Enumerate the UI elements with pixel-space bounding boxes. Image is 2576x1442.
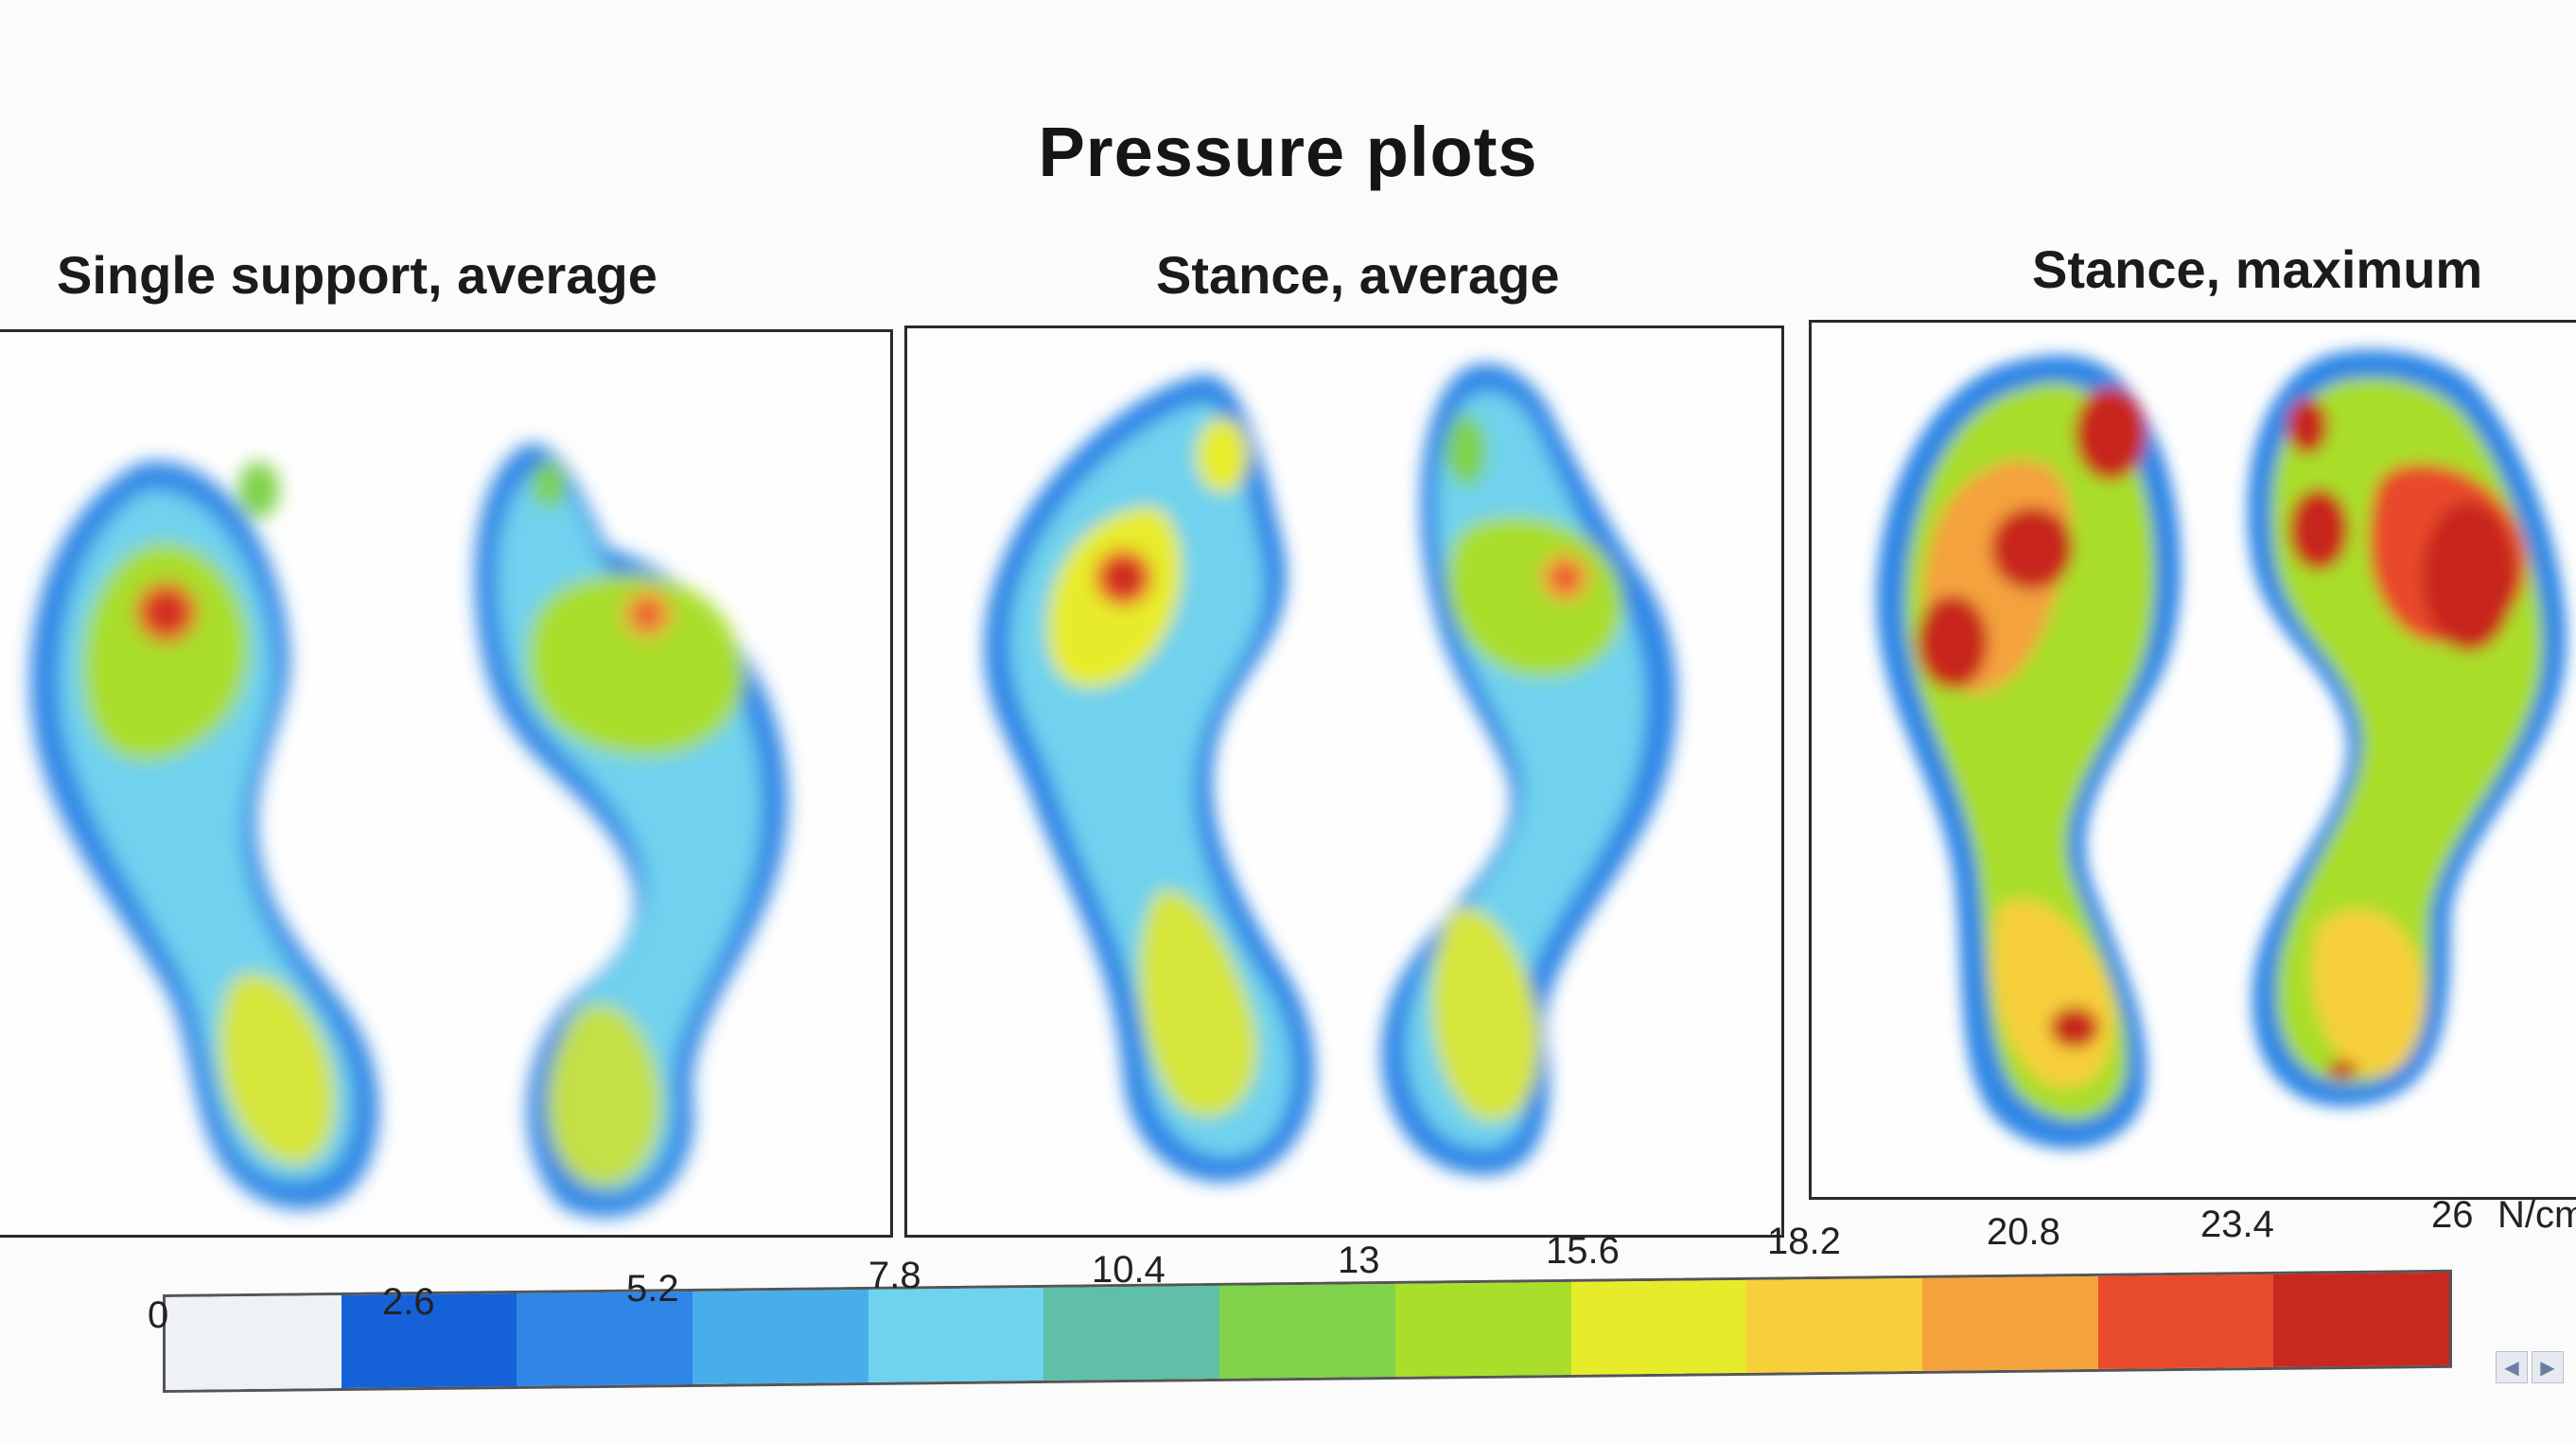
colorbar-tick: 0 (148, 1294, 169, 1336)
colorbar-segment (867, 1287, 1044, 1382)
scroll-left-button[interactable]: ◀ (2496, 1351, 2528, 1383)
colorbar-segment (1921, 1275, 2098, 1371)
colorbar (163, 1269, 2452, 1393)
colorbar-tick: 2.6 (382, 1281, 435, 1323)
colorbar-tick: 18.2 (1767, 1221, 1841, 1262)
colorbar-segment (1219, 1283, 1395, 1379)
colorbar-tick: 15.6 (1546, 1230, 1620, 1272)
colorbar-segment (166, 1294, 342, 1390)
colorbar-segment (1746, 1277, 1922, 1373)
colorbar-segment (1043, 1285, 1220, 1380)
footprint-graphic-single-support (29, 444, 788, 1218)
colorbar-segment (1570, 1279, 1747, 1375)
colorbar-tick: 13 (1338, 1240, 1380, 1281)
colorbar-segment (2097, 1274, 2274, 1369)
footprint-graphic-stance-maximum (1876, 349, 2567, 1150)
colorbar-unit: N/cm (2497, 1194, 2576, 1236)
colorbar-segment (2273, 1272, 2449, 1367)
colorbar-segment (692, 1289, 868, 1384)
footprint-graphic-stance-average (984, 363, 1677, 1183)
colorbar-tick: 7.8 (868, 1255, 921, 1296)
colorbar-tick: 5.2 (626, 1268, 679, 1310)
colorbar-tick: 10.4 (1092, 1249, 1165, 1291)
pressure-plot-stance-average (904, 325, 1784, 1238)
scroll-right-button[interactable]: ▶ (2532, 1351, 2564, 1383)
colorbar-tick: 26 (2431, 1194, 2474, 1236)
panel-title-stance-maximum: Stance, maximum (2032, 239, 2483, 299)
page-title: Pressure plots (1038, 113, 1538, 191)
colorbar-tick: 20.8 (1987, 1211, 2060, 1253)
panel-title-stance-average: Stance, average (1156, 245, 1560, 305)
pressure-plot-single-support (0, 329, 893, 1238)
colorbar-segment (1394, 1281, 1571, 1377)
colorbar-tick: 23.4 (2200, 1204, 2274, 1245)
panel-title-single-support: Single support, average (57, 245, 657, 305)
pressure-plot-stance-maximum (1809, 320, 2576, 1200)
